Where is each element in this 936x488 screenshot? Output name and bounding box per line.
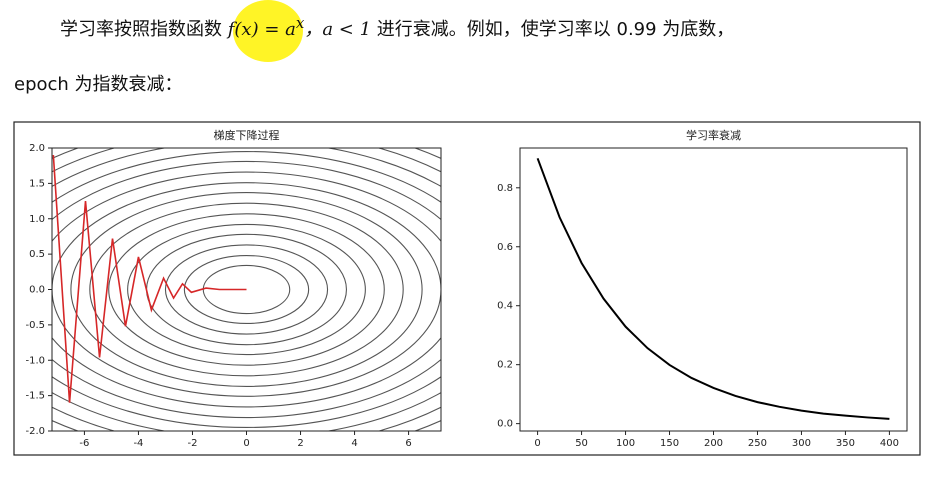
x-tick-label: 0 [534, 438, 540, 449]
contour [164, 244, 329, 335]
contour [52, 148, 441, 431]
y-tick-label: -0.5 [25, 320, 45, 331]
plot-area [536, 157, 890, 420]
contour [52, 148, 441, 431]
contour [52, 182, 441, 397]
y-tick-label: 0.2 [497, 360, 513, 371]
contour [183, 254, 310, 325]
x-tick-label: -6 [79, 438, 89, 449]
contour [108, 213, 385, 366]
y-tick-label: -1.0 [25, 355, 45, 366]
x-tick-label: 0 [243, 438, 249, 449]
y-tick-label: 0.0 [497, 419, 513, 430]
decay-line [536, 157, 890, 420]
x-tick-label: 6 [405, 438, 411, 449]
text: 学习率按照指数函数 [60, 19, 222, 40]
contour [89, 202, 404, 377]
chart-title: 梯度下降过程 [214, 128, 280, 142]
axes-frame [519, 147, 908, 432]
contour [52, 171, 441, 408]
chart-title: 学习率衰减 [686, 128, 741, 142]
y-tick-label: -1.5 [25, 391, 45, 402]
y-tick-label: 0.4 [497, 301, 513, 312]
x-tick-label: 350 [836, 438, 855, 449]
x-tick-label: 4 [351, 438, 357, 449]
cursor-highlight [233, 0, 303, 62]
x-tick-label: -4 [133, 438, 143, 449]
formula-exponent: x [295, 14, 305, 32]
y-tick-label: 0.8 [497, 183, 513, 194]
y-tick-label: 0.5 [29, 249, 45, 260]
x-tick-label: 250 [748, 438, 767, 449]
contour [127, 223, 366, 356]
plot-area [52, 148, 441, 431]
x-tick-label: 200 [704, 438, 723, 449]
contour [70, 192, 423, 387]
y-tick-label: 1.5 [29, 178, 45, 189]
figure-border [13, 121, 921, 456]
axes-frame [51, 147, 442, 432]
x-tick-label: 300 [792, 438, 811, 449]
descent-path [52, 155, 247, 403]
x-tick-label: 150 [660, 438, 679, 449]
y-tick-label: 2.0 [29, 143, 45, 154]
y-tick-label: 0.6 [497, 242, 513, 253]
x-tick-label: 400 [880, 438, 899, 449]
formula: f(x) = a [227, 19, 296, 40]
y-tick-label: 1.0 [29, 214, 45, 225]
text-line: 学习率按照指数函数 f(x) = ax，a < 1 进行衰减。例如，使学习率以 … [60, 14, 734, 41]
y-tick-label: -2.0 [25, 426, 45, 437]
y-tick-label: 0.0 [29, 285, 45, 296]
contour [52, 160, 441, 419]
x-tick-label: 100 [616, 438, 635, 449]
x-tick-label: -2 [187, 438, 197, 449]
x-tick-label: 50 [575, 438, 588, 449]
text: 进行衰减。例如，使学习率以 0.99 为底数， [376, 19, 735, 40]
x-tick-label: 2 [297, 438, 303, 449]
contour [52, 151, 441, 428]
formula: ，a < 1 [304, 19, 372, 40]
text-line: epoch 为指数衰减： [14, 74, 183, 95]
